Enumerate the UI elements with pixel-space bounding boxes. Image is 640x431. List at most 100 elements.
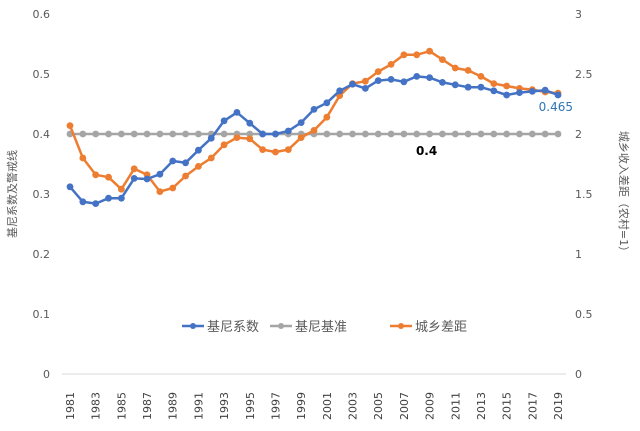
- data-point: [284, 146, 292, 154]
- data-point: [246, 119, 254, 127]
- legend-swatch-marker: [398, 323, 404, 329]
- data-point: [169, 184, 177, 192]
- data-point: [490, 80, 498, 87]
- data-point: [464, 130, 472, 138]
- data-point: [387, 76, 395, 83]
- data-point: [503, 130, 511, 138]
- data-point: [464, 83, 472, 91]
- legend: 基尼系数 基尼基准 城乡差距: [182, 320, 467, 335]
- data-point: [477, 73, 485, 80]
- data-point: [554, 91, 562, 99]
- data-point: [207, 134, 215, 142]
- y-tick-label: 0.4: [33, 128, 51, 141]
- data-point: [156, 130, 164, 138]
- x-tick-label: 1991: [192, 392, 205, 420]
- y-tick-label: 0.5: [33, 68, 51, 81]
- data-point: [66, 122, 74, 129]
- data-point: [400, 130, 408, 138]
- y2-tick-label: 1: [575, 248, 582, 261]
- data-point: [182, 159, 189, 167]
- x-tick-label: 2001: [321, 392, 334, 420]
- data-point: [528, 130, 536, 138]
- y-tick-label: 0.3: [33, 188, 51, 201]
- data-point: [220, 141, 228, 149]
- legend-swatch-marker: [190, 323, 196, 329]
- data-point: [105, 130, 112, 138]
- data-point: [400, 51, 408, 59]
- data-point: [374, 68, 382, 75]
- data-point: [66, 183, 74, 191]
- data-point: [182, 172, 189, 180]
- data-point: [554, 130, 562, 138]
- data-point: [272, 130, 279, 138]
- data-point: [336, 130, 344, 138]
- data-point: [361, 85, 369, 92]
- x-tick-label: 2017: [526, 392, 539, 420]
- data-point: [79, 130, 87, 138]
- data-point: [413, 130, 421, 138]
- data-point: [92, 171, 100, 179]
- data-point: [156, 188, 164, 196]
- y-tick-label: 0.1: [33, 308, 51, 321]
- data-point: [169, 130, 177, 138]
- data-point: [451, 64, 459, 72]
- data-point: [361, 130, 369, 138]
- data-point: [246, 130, 254, 138]
- data-point: [246, 135, 254, 143]
- y2-tick-label: 2: [575, 128, 582, 141]
- data-point: [310, 106, 318, 113]
- data-point: [130, 130, 138, 138]
- data-point: [207, 154, 215, 162]
- data-point: [387, 61, 395, 68]
- y-axis-label: 基尼系数及警戒线: [5, 150, 19, 238]
- data-point: [79, 198, 87, 206]
- data-point: [464, 67, 472, 74]
- data-point: [92, 130, 100, 138]
- data-point: [349, 130, 356, 138]
- data-point: [310, 126, 318, 134]
- data-point: [426, 130, 433, 138]
- data-point: [426, 74, 433, 81]
- y-tick-label: 0.2: [33, 248, 51, 261]
- data-point: [105, 173, 112, 181]
- data-point: [541, 130, 549, 138]
- x-tick-label: 1989: [167, 392, 180, 420]
- legend-swatch-marker: [278, 323, 284, 329]
- x-tick-label: 1985: [115, 392, 128, 420]
- legend-item: 城乡差距: [390, 320, 467, 335]
- data-point: [490, 130, 498, 138]
- data-point: [516, 130, 523, 138]
- y-tick-label: 0: [43, 368, 50, 381]
- data-point: [426, 47, 433, 55]
- data-point: [195, 130, 202, 138]
- series-urban-rural-gap: [66, 47, 562, 196]
- data-point: [79, 154, 87, 162]
- data-label: 0.465: [539, 100, 573, 114]
- legend-item: 基尼基准: [270, 320, 347, 335]
- x-tick-label: 2007: [398, 392, 411, 420]
- data-point: [233, 109, 241, 116]
- data-point: [169, 157, 177, 165]
- y-tick-label: 0.6: [33, 8, 51, 21]
- x-tick-label: 1983: [90, 392, 103, 420]
- data-point: [528, 88, 536, 95]
- x-tick-label: 2013: [475, 392, 488, 420]
- series-gini-baseline: [66, 130, 562, 138]
- data-point: [117, 194, 125, 202]
- data-point: [92, 200, 100, 208]
- series-gini: [66, 73, 562, 208]
- x-tick-label: 1987: [141, 392, 154, 420]
- x-tick-label: 2011: [449, 392, 462, 420]
- data-point: [259, 130, 267, 138]
- data-point: [297, 119, 305, 126]
- data-point: [361, 77, 369, 85]
- x-tick-label: 1997: [269, 392, 282, 420]
- y2-tick-label: 1.5: [575, 188, 593, 201]
- x-tick-label: 1993: [218, 392, 231, 420]
- data-point: [182, 130, 189, 138]
- data-point: [413, 51, 421, 59]
- y2-tick-label: 0: [575, 368, 582, 381]
- y2-tick-label: 2.5: [575, 68, 593, 81]
- data-point: [272, 148, 279, 156]
- legend-label: 城乡差距: [415, 320, 467, 335]
